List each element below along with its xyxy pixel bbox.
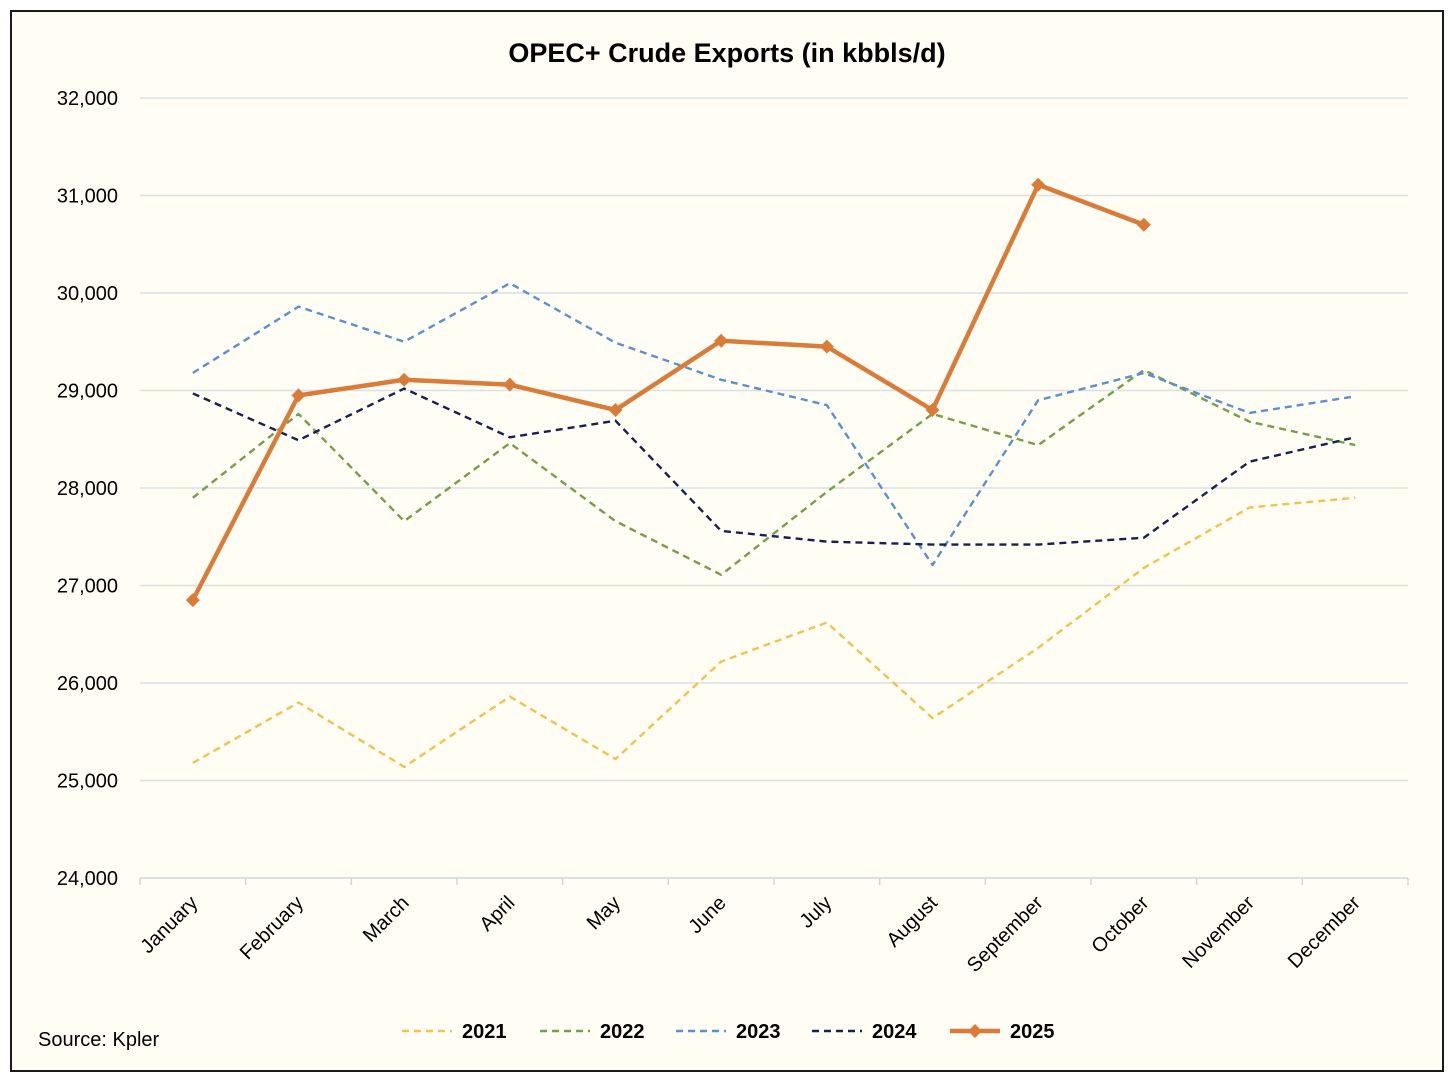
data-point-2025 xyxy=(502,377,517,392)
series-line-2023 xyxy=(192,282,1356,567)
series-line-2025 xyxy=(190,182,1145,602)
data-point-2025 xyxy=(397,372,412,387)
y-tick-label: 28,000 xyxy=(57,478,118,500)
source-note: Source: Kpler xyxy=(38,1029,160,1051)
x-tick-label: April xyxy=(476,892,520,936)
x-tick-label: February xyxy=(236,892,308,964)
y-tick-label: 31,000 xyxy=(57,186,118,208)
series-line-2022 xyxy=(192,368,1356,576)
data-point-2025 xyxy=(925,403,940,417)
legend-label-2024: 2024 xyxy=(872,1021,917,1043)
data-point-2025 xyxy=(608,403,623,417)
legend-label-2025: 2025 xyxy=(1010,1021,1055,1043)
data-point-2025 xyxy=(1031,177,1046,192)
legend: 2021 2022 2023 2024 2025 xyxy=(402,1021,1055,1043)
chart-title: OPEC+ Crude Exports (in kbbls/d) xyxy=(508,38,945,68)
x-tick-label: October xyxy=(1087,892,1153,958)
x-tick-label: July xyxy=(796,892,837,933)
data-point-2025 xyxy=(714,333,729,348)
gridlines xyxy=(140,97,1408,782)
y-tick-label: 30,000 xyxy=(57,283,118,305)
x-tick-label: December xyxy=(1284,892,1365,973)
legend-marker-2025 xyxy=(968,1024,982,1038)
x-tick-label: August xyxy=(882,892,942,952)
data-point-2025 xyxy=(1136,217,1151,232)
y-axis-tick-labels: 24,000 25,000 26,000 27,000 28,000 29,000 30,0… xyxy=(57,88,118,890)
data-point-2025 xyxy=(185,593,200,608)
legend-label-2022: 2022 xyxy=(600,1021,645,1043)
legend-label-2023: 2023 xyxy=(736,1021,781,1043)
y-tick-label: 29,000 xyxy=(57,381,118,403)
x-tick-label: May xyxy=(583,892,625,934)
x-tick-label: January xyxy=(136,892,202,958)
legend-label-2021: 2021 xyxy=(462,1021,507,1043)
line-chart: OPEC+ Crude Exports (in kbbls/d) 24,0002… xyxy=(38,38,1409,1051)
series-lines xyxy=(185,177,1356,769)
x-tick-label: March xyxy=(359,892,414,947)
series-line-2024 xyxy=(192,387,1356,546)
x-axis-tick-labels: January February March April May June July Augu… xyxy=(136,892,1364,977)
series-line-2021 xyxy=(192,496,1356,769)
x-tick-label: September xyxy=(963,892,1048,977)
y-tick-label: 27,000 xyxy=(57,576,118,598)
y-tick-label: 26,000 xyxy=(57,673,118,695)
data-point-2025 xyxy=(819,339,834,354)
y-tick-label: 25,000 xyxy=(57,771,118,793)
chart-frame: OPEC+ Crude Exports (in kbbls/d) 24,000 2… xyxy=(10,10,1444,1072)
y-tick-label: 32,000 xyxy=(57,88,118,110)
data-point-2025 xyxy=(291,388,306,403)
y-tick-label: 24,000 xyxy=(57,868,118,890)
x-tick-label: November xyxy=(1178,892,1259,973)
x-axis xyxy=(139,877,1409,885)
x-tick-label: June xyxy=(684,892,730,938)
